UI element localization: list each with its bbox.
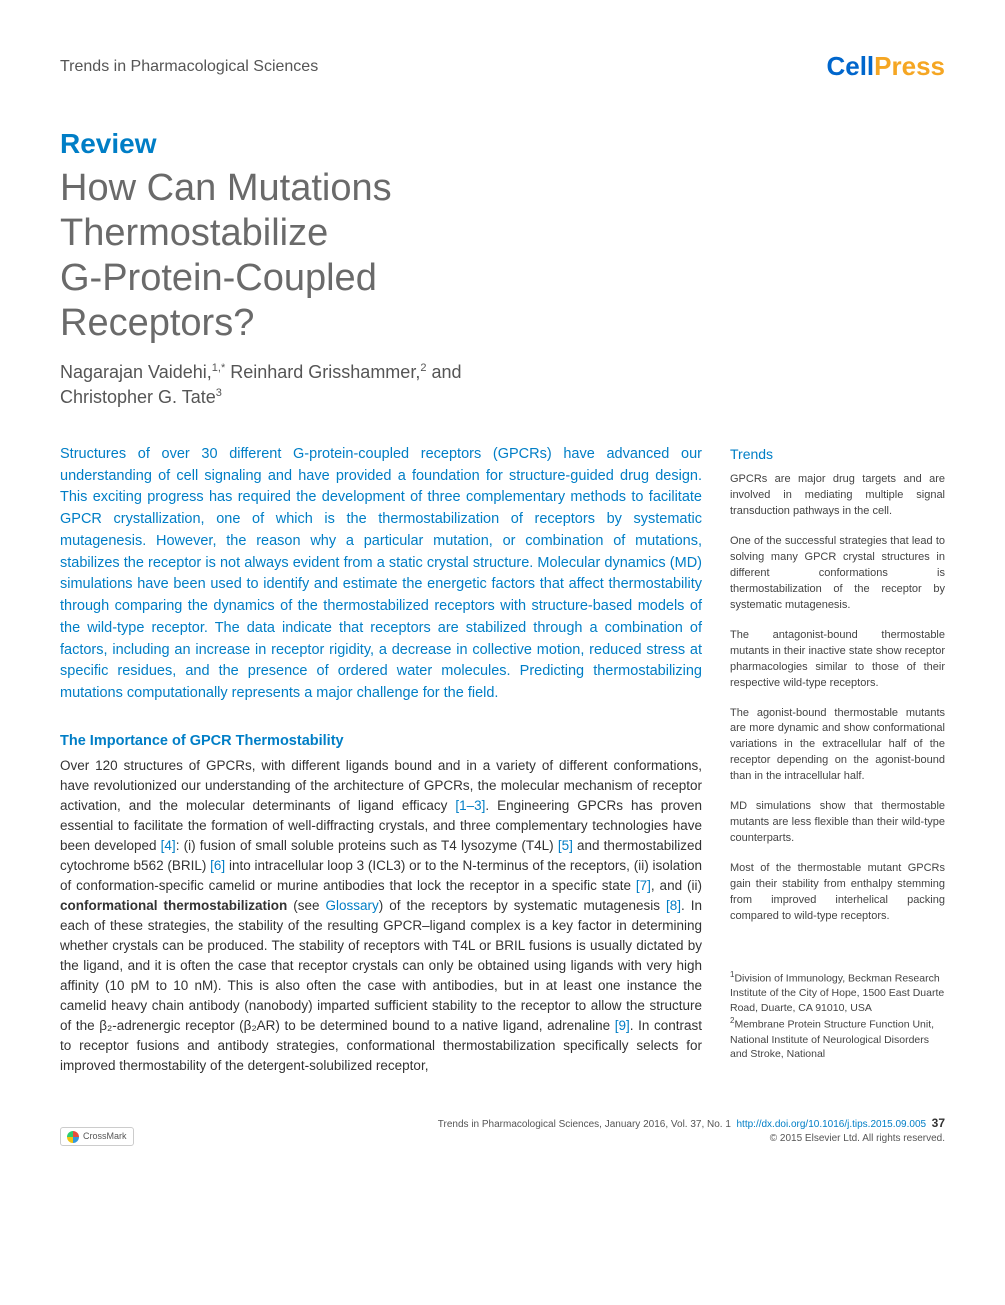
citation-link[interactable]: [4]	[161, 838, 176, 853]
logo-cell: Cell	[826, 51, 874, 81]
article-type-label: Review	[60, 124, 945, 165]
authors-and: and	[426, 362, 461, 382]
author-1-affil: 1,*	[212, 362, 225, 374]
title-line-4: Receptors?	[60, 302, 254, 344]
title-line-1: How Can Mutations	[60, 167, 392, 209]
publisher-logo: CellPress	[826, 48, 945, 86]
citation-link[interactable]: [8]	[666, 898, 681, 913]
trends-heading: Trends	[730, 444, 945, 464]
abstract: Structures of over 30 different G-protei…	[60, 444, 702, 705]
author-2: Reinhard Grisshammer,	[225, 362, 420, 382]
sidebar: Trends GPCRs are major drug targets and …	[730, 444, 945, 1076]
citation-link[interactable]: [1–3]	[455, 798, 485, 813]
doi-link[interactable]: http://dx.doi.org/10.1016/j.tips.2015.09…	[736, 1119, 926, 1130]
citation-link[interactable]: [5]	[558, 838, 573, 853]
citation-link[interactable]: [9]	[615, 1018, 630, 1033]
crossmark-icon	[67, 1131, 79, 1143]
article-title: How Can Mutations Thermostabilize G-Prot…	[60, 166, 945, 345]
page-header: Trends in Pharmacological Sciences CellP…	[60, 48, 945, 86]
citation-link[interactable]: [7]	[636, 878, 651, 893]
page-number: 37	[932, 1116, 945, 1130]
authors: Nagarajan Vaidehi,1,* Reinhard Grisshamm…	[60, 360, 945, 410]
citation-link[interactable]: [6]	[210, 858, 225, 873]
trends-item: GPCRs are major drug targets and are inv…	[730, 472, 945, 520]
author-1: Nagarajan Vaidehi,	[60, 362, 212, 382]
title-line-2: Thermostabilize	[60, 212, 328, 254]
journal-name: Trends in Pharmacological Sciences	[60, 55, 318, 78]
content-columns: Structures of over 30 different G-protei…	[60, 444, 945, 1076]
page-footer: CrossMark Trends in Pharmacological Scie…	[60, 1115, 945, 1146]
crossmark-label: CrossMark	[83, 1130, 127, 1143]
author-3-affil: 3	[216, 387, 222, 399]
citation-text: Trends in Pharmacological Sciences, Janu…	[438, 1119, 731, 1130]
affiliation-1: 1Division of Immunology, Beckman Researc…	[730, 969, 945, 1016]
trends-item: Most of the thermostable mutant GPCRs ga…	[730, 861, 945, 925]
affiliation-2: 2Membrane Protein Structure Function Uni…	[730, 1015, 945, 1062]
trends-item: MD simulations show that thermostable mu…	[730, 799, 945, 847]
trends-item: The agonist-bound thermostable mutants a…	[730, 706, 945, 786]
crossmark-badge[interactable]: CrossMark	[60, 1127, 134, 1146]
trends-item: One of the successful strategies that le…	[730, 534, 945, 614]
trends-item: The antagonist-bound thermostable mutant…	[730, 628, 945, 692]
author-3: Christopher G. Tate	[60, 387, 216, 407]
section-body: Over 120 structures of GPCRs, with diffe…	[60, 756, 702, 1076]
section-heading: The Importance of GPCR Thermostability	[60, 731, 702, 752]
footer-citation: Trends in Pharmacological Sciences, Janu…	[438, 1115, 945, 1146]
title-line-3: G-Protein-Coupled	[60, 257, 377, 299]
logo-press: Press	[874, 51, 945, 81]
main-column: Structures of over 30 different G-protei…	[60, 444, 702, 1076]
copyright-text: © 2015 Elsevier Ltd. All rights reserved…	[770, 1133, 945, 1144]
glossary-link[interactable]: Glossary	[325, 898, 378, 913]
bold-term: conformational thermostabilization	[60, 898, 287, 913]
